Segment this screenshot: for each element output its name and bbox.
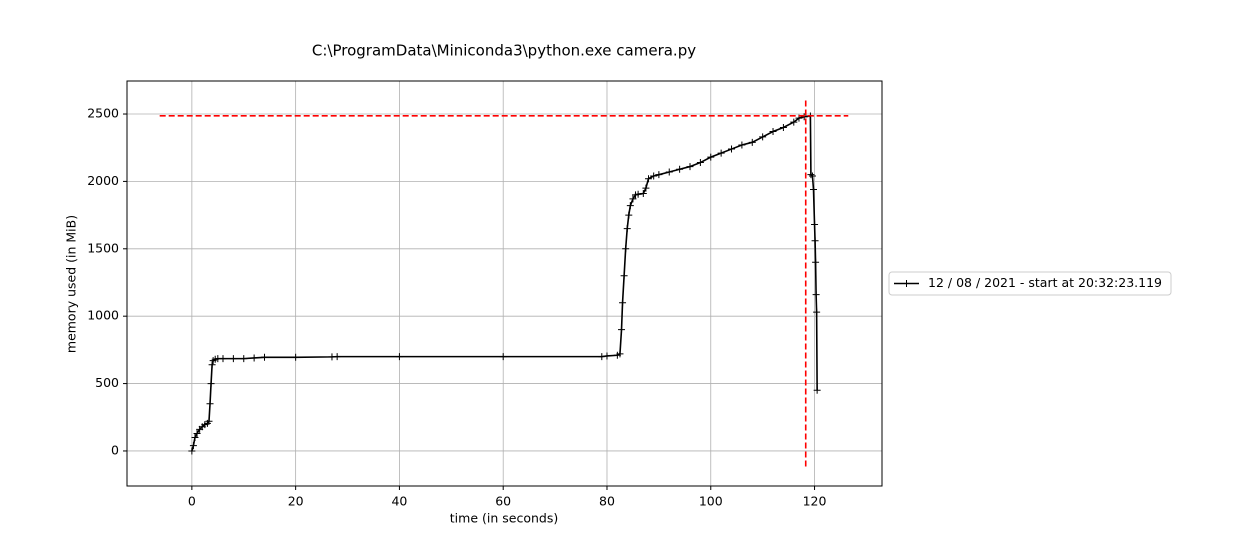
point-marker: [207, 380, 215, 388]
point-marker: [800, 113, 808, 121]
legend-marker: [903, 280, 910, 287]
x-tick-label: 20: [288, 494, 304, 509]
y-tick-label: 1000: [87, 308, 119, 323]
x-tick-label: 80: [599, 494, 615, 509]
point-marker: [208, 361, 216, 369]
point-marker: [650, 172, 658, 180]
point-marker: [625, 211, 633, 219]
point-marker: [808, 172, 816, 180]
point-marker: [333, 353, 341, 361]
point-marker: [250, 354, 258, 362]
y-tick-label: 500: [95, 375, 119, 390]
x-tick-label: 100: [699, 494, 723, 509]
y-tick-label: 1500: [87, 240, 119, 255]
x-tick-label: 120: [803, 494, 827, 509]
point-marker: [807, 171, 815, 179]
point-marker: [219, 355, 227, 363]
point-marker: [616, 350, 624, 358]
point-marker: [811, 237, 819, 245]
point-marker: [738, 141, 746, 149]
x-tick-label: 40: [391, 494, 407, 509]
point-marker: [811, 221, 819, 229]
point-marker: [655, 171, 663, 179]
legend-label: 12 / 08 / 2021 - start at 20:32:23.119: [928, 275, 1162, 290]
point-marker: [665, 168, 673, 176]
point-marker: [696, 159, 704, 167]
point-marker: [644, 175, 652, 183]
point-marker: [779, 123, 787, 131]
point-marker: [810, 185, 818, 193]
point-marker: [717, 149, 725, 157]
point-marker: [205, 417, 213, 425]
plot-frame: [126, 80, 883, 487]
y-axis-label: memory used (in MiB): [64, 215, 79, 353]
point-marker: [676, 165, 684, 173]
legend-box: [888, 271, 1172, 296]
point-marker: [229, 355, 237, 363]
point-marker: [813, 386, 821, 394]
point-marker: [707, 153, 715, 161]
point-marker: [686, 163, 694, 171]
point-marker: [634, 190, 642, 198]
y-tick-label: 2500: [87, 106, 119, 121]
point-marker: [622, 245, 630, 253]
point-marker: [759, 133, 767, 141]
point-marker: [626, 202, 634, 210]
point-marker: [191, 433, 199, 441]
x-tick-label: 60: [495, 494, 511, 509]
series-line: [191, 115, 818, 452]
chart-title: C:\ProgramData\Miniconda3\python.exe cam…: [312, 42, 696, 60]
point-marker: [619, 299, 627, 307]
point-marker: [790, 118, 798, 126]
point-marker: [620, 272, 628, 280]
point-marker: [629, 195, 637, 203]
point-marker: [395, 353, 403, 361]
point-marker: [618, 326, 626, 334]
point-marker: [813, 308, 821, 316]
point-marker: [812, 258, 820, 266]
point-marker: [769, 128, 777, 136]
point-marker: [193, 429, 201, 437]
point-marker: [812, 291, 820, 299]
point-marker: [728, 145, 736, 153]
point-marker: [642, 184, 650, 192]
point-marker: [603, 352, 611, 360]
point-marker: [748, 138, 756, 146]
x-tick-label: 0: [188, 494, 196, 509]
y-tick-label: 2000: [87, 173, 119, 188]
point-marker: [189, 442, 197, 450]
point-marker: [598, 353, 606, 361]
point-marker: [623, 225, 631, 233]
point-marker: [188, 447, 196, 455]
y-tick-label: 0: [111, 442, 119, 457]
point-marker: [261, 353, 269, 361]
point-marker: [639, 190, 647, 198]
point-marker: [206, 400, 214, 408]
point-marker: [292, 353, 300, 361]
point-marker: [499, 353, 507, 361]
point-marker: [240, 355, 248, 363]
x-axis-label: time (in seconds): [450, 511, 558, 526]
